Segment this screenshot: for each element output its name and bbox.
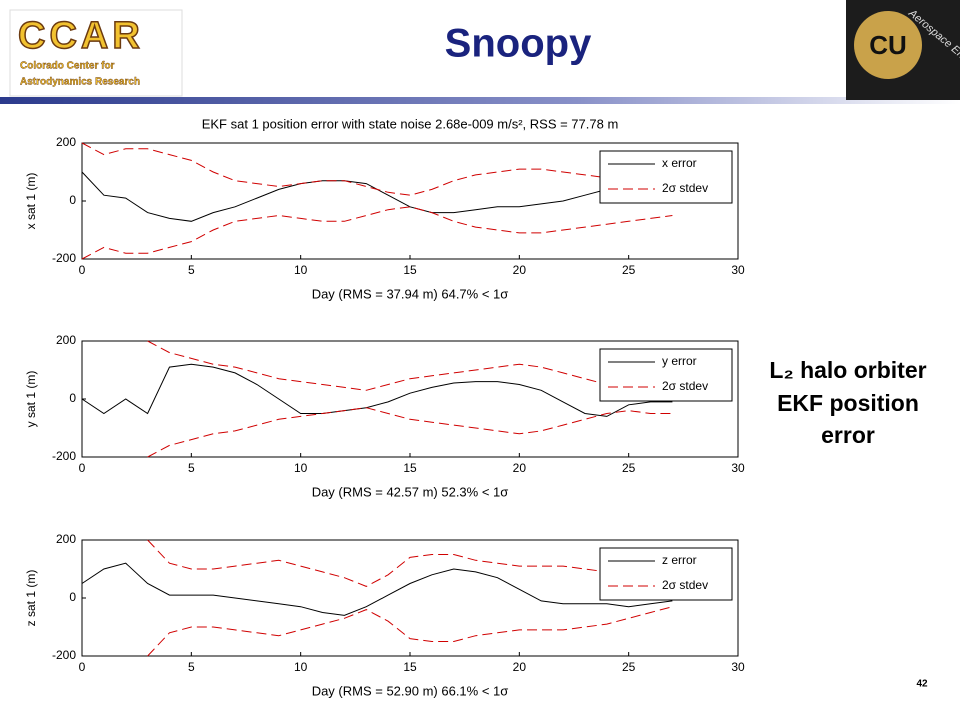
x-tick-label: 10 <box>294 660 308 674</box>
logo-name: CU <box>869 30 907 60</box>
series-line <box>81 562 673 616</box>
x-axis-label: Day (RMS = 52.90 m) 66.1% < 1σ <box>312 683 509 698</box>
series-line <box>81 363 673 417</box>
logo-name: CCAR <box>18 15 144 57</box>
legend-label: x error <box>662 156 697 170</box>
logo-line: Astrodynamics Research <box>20 77 140 88</box>
y-tick-label: 0 <box>69 391 76 405</box>
y-tick-label: -200 <box>52 251 76 265</box>
page-number: 42 <box>916 679 928 690</box>
y-tick-label: 0 <box>69 193 76 207</box>
x-tick-label: 20 <box>513 461 527 475</box>
x-tick-label: 15 <box>403 660 417 674</box>
y-tick-label: 200 <box>56 135 76 149</box>
legend-label: 2σ stdev <box>662 181 708 195</box>
y-tick-label: -200 <box>52 449 76 463</box>
y-axis-label: y sat 1 (m) <box>24 371 38 428</box>
legend-label: 2σ stdev <box>662 578 708 592</box>
x-tick-label: 25 <box>622 461 636 475</box>
x-tick-label: 25 <box>622 263 636 277</box>
x-tick-label: 20 <box>513 263 527 277</box>
legend-label: 2σ stdev <box>662 379 708 393</box>
logo-emblem <box>854 11 922 79</box>
legend-label: z error <box>662 553 697 567</box>
series-line <box>147 340 673 391</box>
x-tick-label: 0 <box>79 461 86 475</box>
x-tick-label: 0 <box>79 263 86 277</box>
legend <box>599 348 733 402</box>
x-axis-label: Day (RMS = 42.57 m) 52.3% < 1σ <box>312 484 509 499</box>
x-tick-label: 5 <box>188 263 195 277</box>
x-tick-label: 15 <box>403 461 417 475</box>
x-tick-label: 20 <box>513 660 527 674</box>
side-text: error <box>821 422 875 448</box>
chart-title: EKF sat 1 position error with state nois… <box>202 116 619 131</box>
series-line-lower <box>81 206 673 260</box>
x-tick-label: 30 <box>731 660 745 674</box>
legend-label: y error <box>662 354 697 368</box>
header-rule <box>0 97 960 104</box>
side-text: L₂ halo orbiter <box>769 357 926 383</box>
x-tick-label: 15 <box>403 263 417 277</box>
x-tick-label: 0 <box>79 660 86 674</box>
y-axis-label: x sat 1 (m) <box>24 173 38 230</box>
y-tick-label: 0 <box>69 590 76 604</box>
x-tick-label: 5 <box>188 461 195 475</box>
x-axis-label: Day (RMS = 37.94 m) 64.7% < 1σ <box>312 286 509 301</box>
x-tick-label: 10 <box>294 263 308 277</box>
slide-title: Snoopy <box>445 22 592 66</box>
side-text: EKF position <box>777 390 919 416</box>
x-tick-label: 30 <box>731 461 745 475</box>
x-tick-label: 25 <box>622 660 636 674</box>
x-tick-label: 5 <box>188 660 195 674</box>
y-tick-label: 200 <box>56 532 76 546</box>
y-tick-label: -200 <box>52 648 76 662</box>
series-line-lower <box>147 407 673 458</box>
x-tick-label: 10 <box>294 461 308 475</box>
logo-left <box>9 9 183 97</box>
series-line-lower <box>147 606 673 657</box>
logo-line: Colorado Center for <box>20 61 115 72</box>
series-line <box>147 539 673 590</box>
legend <box>599 547 733 601</box>
y-axis-label: z sat 1 (m) <box>24 570 38 627</box>
x-tick-label: 30 <box>731 263 745 277</box>
legend <box>599 150 733 204</box>
y-tick-label: 200 <box>56 333 76 347</box>
series-line <box>81 142 673 196</box>
